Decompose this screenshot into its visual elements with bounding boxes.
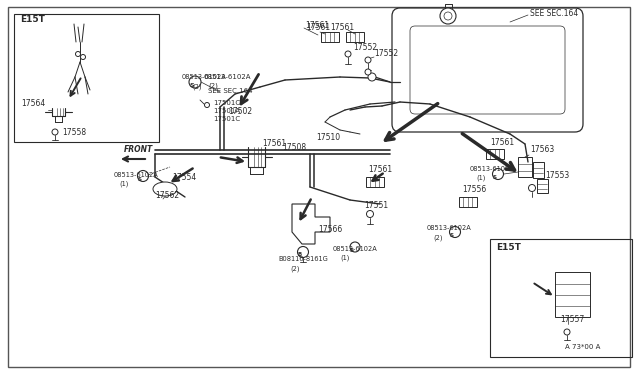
Text: 17558: 17558 [62,128,86,137]
Text: 17561: 17561 [306,23,330,32]
Text: (2): (2) [433,234,442,241]
Circle shape [493,169,504,180]
Text: 17561: 17561 [262,139,286,148]
Circle shape [138,170,148,182]
Text: (2): (2) [192,83,202,90]
Text: (1): (1) [119,180,129,187]
Text: 17556: 17556 [462,185,486,194]
Text: 17566: 17566 [318,225,342,234]
Circle shape [298,247,308,257]
Text: SEE SEC.164: SEE SEC.164 [530,9,579,18]
Circle shape [449,227,461,237]
Circle shape [205,103,209,108]
Polygon shape [292,204,330,244]
Circle shape [189,76,201,88]
Text: B08116-8161G: B08116-8161G [278,256,328,262]
Text: (2): (2) [208,83,218,89]
Circle shape [345,51,351,57]
Text: (1): (1) [340,254,349,261]
Text: 17508: 17508 [282,143,306,152]
FancyBboxPatch shape [392,8,583,132]
Circle shape [350,242,360,252]
Text: 08513-6102A: 08513-6102A [114,172,159,178]
Text: SEE SEC.164: SEE SEC.164 [208,88,253,94]
Text: FRONT: FRONT [124,145,153,154]
Circle shape [440,8,456,24]
Text: 17551: 17551 [364,201,388,210]
Bar [14,14,159,142]
Circle shape [365,69,371,75]
Text: 17561: 17561 [490,138,514,147]
Text: 17562: 17562 [155,191,179,200]
Text: 08513-6102A: 08513-6102A [333,246,378,252]
Text: 17564: 17564 [21,99,45,108]
Circle shape [564,329,570,335]
Text: 17554: 17554 [172,173,196,182]
Text: 17510: 17510 [316,133,340,142]
Bar [366,177,384,187]
Text: 17561: 17561 [330,23,354,32]
Bar [486,149,504,159]
Text: 17553: 17553 [545,171,569,180]
Ellipse shape [153,182,177,196]
Circle shape [368,73,376,81]
Circle shape [444,12,452,20]
Text: 17501C: 17501C [213,116,240,122]
Text: 17561: 17561 [305,21,329,30]
Circle shape [529,185,536,192]
Text: 17501C: 17501C [213,100,240,106]
Text: E15T: E15T [20,15,45,24]
Text: E15T: E15T [496,243,521,252]
Text: 17552: 17552 [353,43,377,52]
Text: 17561: 17561 [368,165,392,174]
Text: (1): (1) [476,174,485,181]
Text: S: S [189,83,195,87]
Bar [459,197,477,207]
Bar [518,157,532,177]
Text: 08513-6102A: 08513-6102A [182,74,227,80]
Bar [346,32,364,42]
Text: S: S [350,247,354,253]
Text: A 73*00 A: A 73*00 A [565,344,600,350]
Text: S: S [450,232,454,237]
Bar [490,239,632,357]
Text: 17557: 17557 [560,315,584,324]
Circle shape [367,211,374,218]
Text: S: S [138,176,142,182]
Circle shape [81,55,86,60]
Bar [555,272,590,317]
Text: 08513-6102A: 08513-6102A [203,74,250,80]
Text: 08513-6102A: 08513-6102A [427,225,472,231]
Text: (2): (2) [290,266,300,272]
Circle shape [76,51,81,57]
Circle shape [365,57,371,63]
Text: 17563: 17563 [530,145,554,154]
Bar [537,179,548,193]
Text: B: B [298,253,302,257]
Text: S: S [493,174,497,180]
Bar [533,162,544,178]
Text: 08513-6102A: 08513-6102A [470,166,515,172]
Text: 17501A: 17501A [213,108,240,114]
Text: 17552: 17552 [374,49,398,58]
Bar [321,32,339,42]
Text: 17502: 17502 [228,107,252,116]
Circle shape [52,129,58,135]
